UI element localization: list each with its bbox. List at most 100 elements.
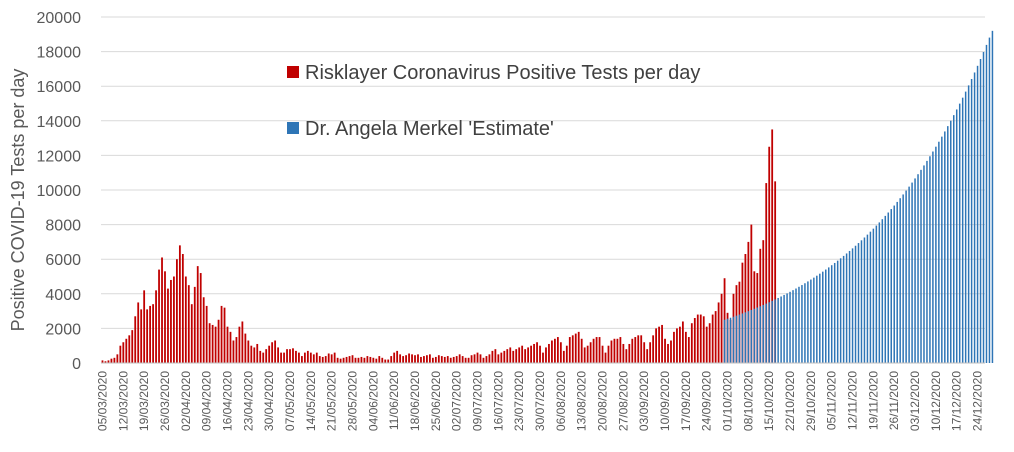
bar xyxy=(827,267,830,363)
bar xyxy=(545,347,547,363)
bar xyxy=(134,316,137,363)
bar xyxy=(199,273,202,363)
bar xyxy=(122,342,125,363)
bar xyxy=(616,338,619,363)
bar xyxy=(935,146,937,363)
bar xyxy=(286,349,288,363)
bar xyxy=(771,129,774,363)
bar xyxy=(640,335,643,363)
bar xyxy=(953,115,955,363)
bar xyxy=(759,248,762,363)
bar xyxy=(988,37,991,364)
bar xyxy=(819,273,821,363)
legend-label-risklayer: Risklayer Coronavirus Positive Tests per… xyxy=(305,62,700,84)
bar xyxy=(649,342,652,363)
bar xyxy=(152,304,154,363)
bar xyxy=(184,276,187,363)
bar xyxy=(417,354,419,363)
bar xyxy=(613,338,616,363)
bar xyxy=(363,357,366,363)
bar xyxy=(738,314,741,363)
bar xyxy=(765,303,767,363)
bar xyxy=(958,103,961,364)
bar xyxy=(556,337,559,363)
bar xyxy=(747,241,750,363)
bar xyxy=(783,294,785,363)
bar xyxy=(780,296,782,363)
x-tick-label: 09/04/2020 xyxy=(200,371,214,431)
bar xyxy=(813,277,815,363)
bar xyxy=(684,331,687,363)
bar xyxy=(825,269,827,363)
bar xyxy=(170,279,172,363)
bar xyxy=(881,219,884,363)
x-tick-label: 02/04/2020 xyxy=(179,371,193,431)
bar xyxy=(524,349,527,363)
bar xyxy=(747,311,750,363)
bar xyxy=(664,338,666,363)
bar xyxy=(574,333,577,363)
bar xyxy=(833,262,836,363)
bar xyxy=(149,305,152,363)
bar xyxy=(187,285,190,363)
bar xyxy=(455,356,458,363)
y-tick-label: 6000 xyxy=(45,252,81,269)
x-tick-label: 10/12/2020 xyxy=(929,371,943,431)
bar xyxy=(107,360,110,363)
bar xyxy=(792,290,794,363)
x-tick-label: 19/03/2020 xyxy=(137,371,151,431)
bar xyxy=(238,326,241,363)
bar xyxy=(458,354,461,363)
bar xyxy=(262,352,265,363)
bar xyxy=(896,201,898,363)
bar xyxy=(155,290,157,363)
bar xyxy=(488,354,491,363)
bar xyxy=(434,356,437,363)
x-tick-label: 21/05/2020 xyxy=(325,371,339,431)
bar xyxy=(387,359,390,363)
x-tick-label: 30/07/2020 xyxy=(533,371,547,431)
x-tick-label: 22/10/2020 xyxy=(783,371,797,431)
bar xyxy=(211,324,214,363)
x-tick-label: 29/10/2020 xyxy=(804,371,818,431)
bar xyxy=(467,357,470,363)
bar xyxy=(777,297,779,363)
bar xyxy=(295,350,297,363)
bar xyxy=(774,181,777,363)
bar xyxy=(125,338,128,363)
bar xyxy=(848,250,851,363)
bar xyxy=(726,318,729,363)
bar xyxy=(256,343,259,363)
x-tick-label: 26/03/2020 xyxy=(158,371,172,431)
bar xyxy=(699,314,702,363)
bar xyxy=(681,321,684,363)
bar xyxy=(140,309,143,363)
bar xyxy=(321,356,324,363)
bar xyxy=(955,109,958,363)
bar xyxy=(301,356,303,363)
bar xyxy=(711,314,714,363)
bar xyxy=(479,354,482,363)
bar xyxy=(378,356,381,363)
bar xyxy=(366,356,369,363)
x-tick-label: 04/06/2020 xyxy=(366,371,380,431)
bar xyxy=(667,343,669,363)
bar xyxy=(768,302,770,363)
bar xyxy=(631,338,634,363)
bar xyxy=(315,352,318,363)
bar xyxy=(577,331,580,363)
bar xyxy=(167,288,169,363)
x-tick-label: 09/07/2020 xyxy=(471,371,485,431)
bar xyxy=(798,286,800,363)
bar xyxy=(869,231,872,363)
bar xyxy=(554,338,556,363)
bar xyxy=(464,357,467,363)
bar xyxy=(348,356,351,363)
legend: Risklayer Coronavirus Positive Tests per… xyxy=(287,62,700,140)
bar xyxy=(964,91,967,363)
y-tick-label: 4000 xyxy=(45,287,81,304)
bar xyxy=(360,356,363,363)
bar xyxy=(232,340,235,363)
bar xyxy=(810,279,812,363)
bar xyxy=(899,198,901,363)
